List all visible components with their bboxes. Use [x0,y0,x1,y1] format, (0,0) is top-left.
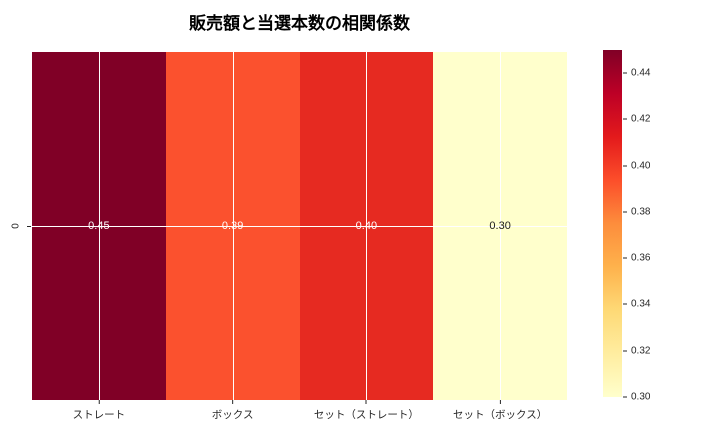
chart-title: 販売額と当選本数の相関係数 [189,14,410,33]
heatmap-plot: 0.45 0.39 0.40 0.30 0 ストレート ボックス セット（ストレート） セッ… [8,52,567,421]
colorbar-tick: 0.32 [622,345,650,356]
colorbar-tick-mark [623,396,627,398]
colorbar-tick: 0.38 [622,206,650,217]
colorbar-tick-label: 0.34 [631,298,651,310]
colorbar-tick: 0.30 [622,392,650,403]
colorbar-tick-mark [623,257,627,259]
x-tick-mark [365,400,367,404]
cell-value-label: 0.40 [355,220,378,232]
colorbar-tick-mark [623,211,627,213]
colorbar-gradient [603,50,622,397]
cell-value-label: 0.30 [489,220,511,232]
colorbar-tick-label: 0.38 [631,206,651,218]
colorbar-tick-label: 0.42 [631,113,651,125]
colorbar-tick-label: 0.40 [631,160,651,172]
x-tick: セット（ストレート） [314,400,419,422]
colorbar-tick: 0.42 [622,114,650,125]
colorbar-tick-label: 0.32 [631,345,651,357]
y-tick-label: 0 [8,223,20,229]
y-tick-mark [27,226,31,227]
colorbar-tick-mark [623,303,627,305]
colorbar-tick-mark [623,165,627,167]
x-tick-mark [98,400,100,404]
cell-value-label: 0.39 [221,220,244,232]
x-tick-label: ストレート [72,409,126,421]
colorbar-tick-label: 0.44 [631,67,651,79]
colorbar-tick-label: 0.30 [631,391,651,403]
colorbar-tick: 0.44 [622,68,650,79]
colorbar: 0.44 0.42 0.40 0.38 0.36 0.34 0.32 0.30 [603,50,650,403]
x-tick-label: セット（ボックス） [453,409,548,421]
colorbar-tick-mark [623,350,627,352]
x-tick-mark [499,400,501,404]
colorbar-tick-label: 0.36 [631,252,651,264]
x-tick: セット（ボックス） [453,400,547,422]
grid-line-horizontal [32,226,567,227]
colorbar-tick: 0.36 [622,253,650,264]
colorbar-tick: 0.34 [622,299,650,310]
x-tick-label: ボックス [211,409,254,421]
colorbar-tick: 0.40 [622,160,650,171]
x-tick: ストレート [72,400,126,422]
cell-value-label: 0.45 [88,220,110,232]
colorbar-tick-mark [623,72,627,74]
x-tick: ボックス [211,400,254,422]
x-tick-mark [232,400,234,404]
x-tick-label: セット（ストレート） [313,409,419,421]
colorbar-tick-mark [623,118,627,120]
